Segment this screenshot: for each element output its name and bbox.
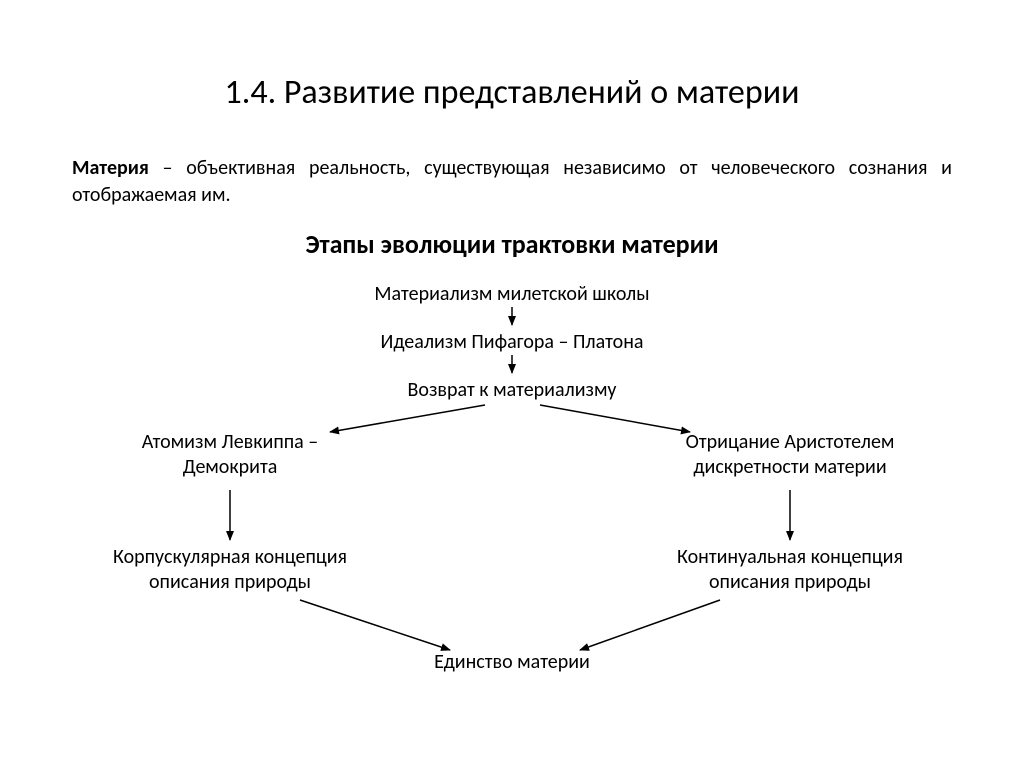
node-aristotle-denial: Отрицание Аристотелем дискретности матер… — [650, 430, 930, 480]
slide-title: 1.4. Развитие представлений о материи — [0, 72, 1024, 113]
slide-page: 1.4. Развитие представлений о материи Ма… — [0, 0, 1024, 767]
node-line: описания природы — [709, 570, 871, 594]
arrow — [540, 405, 690, 432]
node-line: Континуальная концепция — [677, 545, 903, 569]
node-idealism-pythagoras-plato: Идеализм Пифагора – Платона — [0, 330, 1024, 355]
definition-text: Материя – объективная реальность, сущест… — [72, 155, 952, 209]
node-return-materialism: Возврат к материализму — [0, 378, 1024, 403]
node-line: описания природы — [149, 570, 311, 594]
node-unity-of-matter: Единство материи — [0, 650, 1024, 675]
subtitle: Этапы эволюции трактовки материи — [0, 228, 1024, 260]
node-corpuscular-concept: Корпускулярная концепция описания природ… — [70, 545, 390, 595]
arrow — [330, 405, 485, 432]
arrow — [300, 600, 450, 650]
node-line: дискретности материи — [693, 455, 886, 479]
node-line: Корпускулярная концепция — [113, 545, 347, 569]
definition-rest: – объективная реальность, существующая н… — [72, 156, 952, 207]
arrow — [580, 600, 720, 650]
node-materialism-miletus: Материализм милетской школы — [0, 282, 1024, 307]
node-line: Атомизм Левкиппа – — [142, 430, 318, 454]
node-atomism-leucippus-democritus: Атомизм Левкиппа – Демокрита — [90, 430, 370, 480]
definition-term: Материя — [72, 156, 149, 180]
node-continual-concept: Континуальная концепция описания природы — [640, 545, 940, 595]
node-line: Демокрита — [183, 455, 278, 479]
node-line: Отрицание Аристотелем — [686, 430, 895, 454]
